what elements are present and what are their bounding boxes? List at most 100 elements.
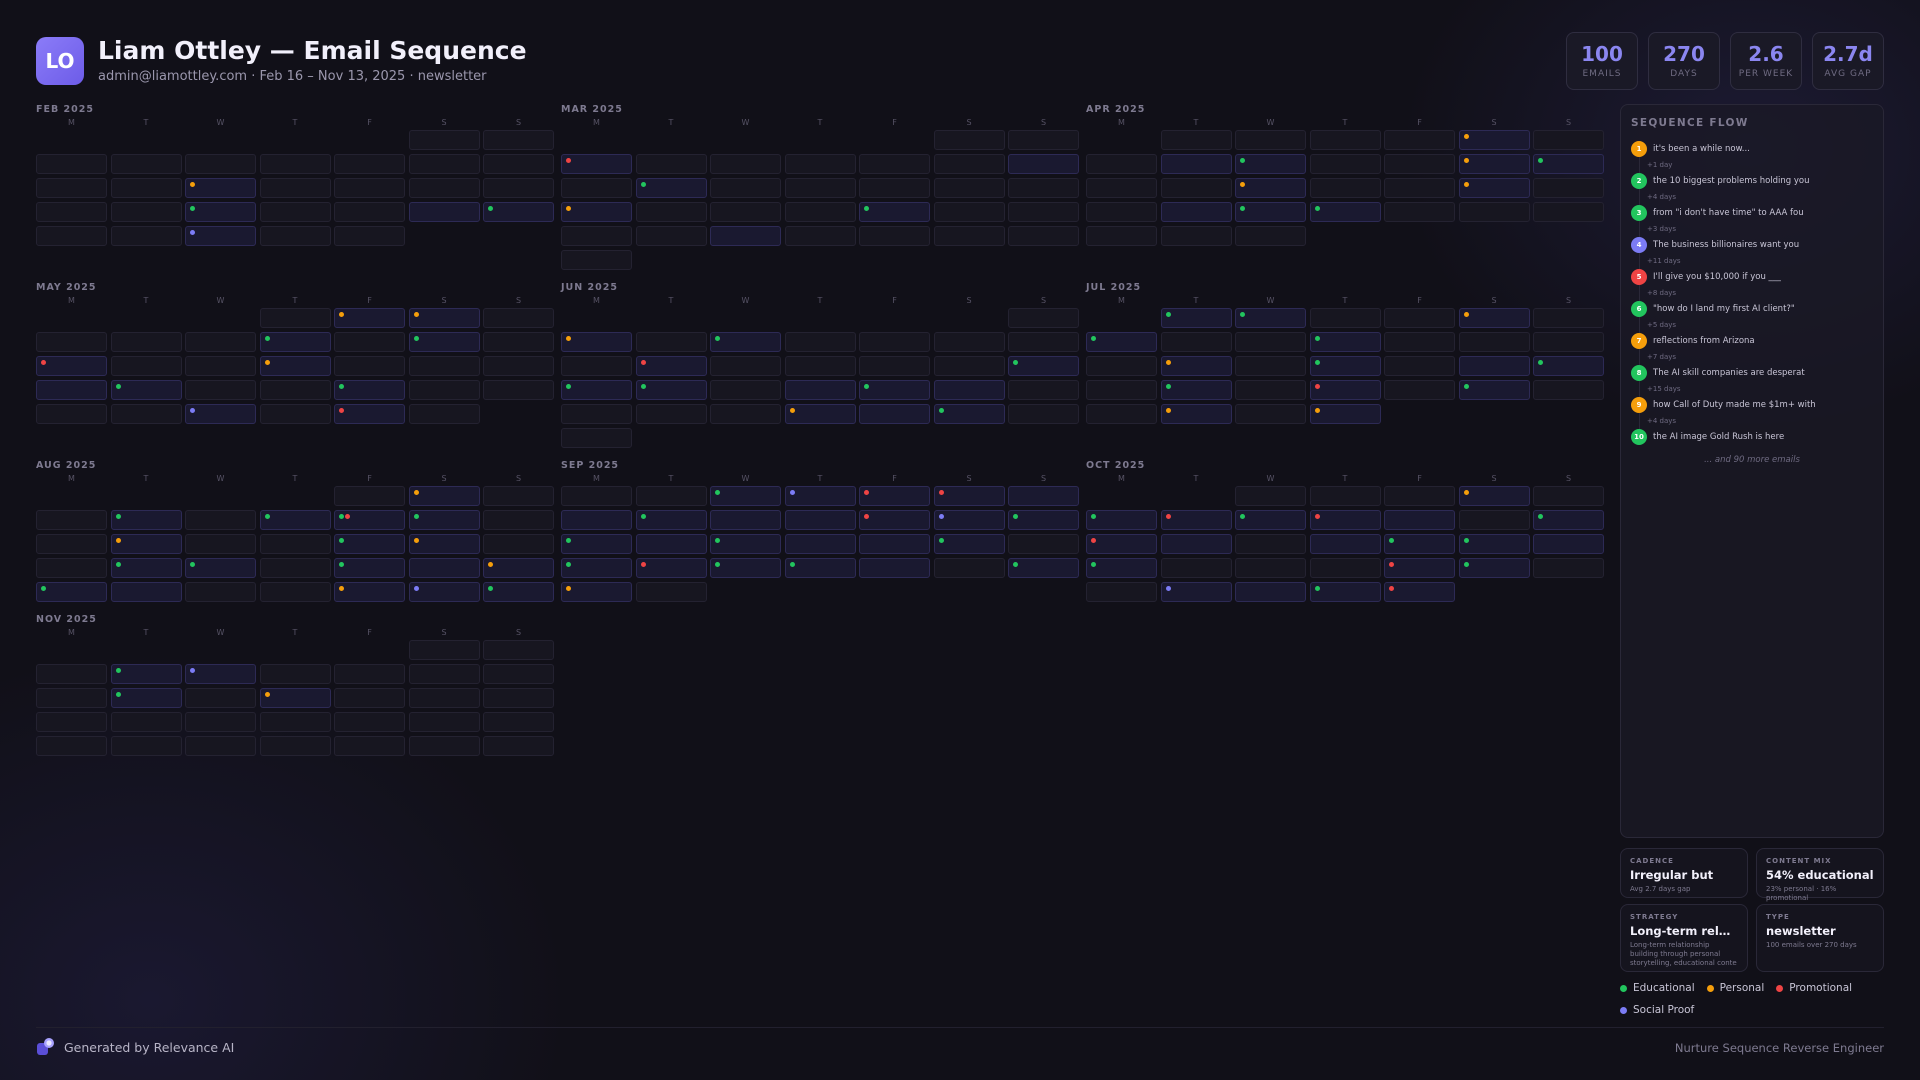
day-cell[interactable]	[1008, 202, 1079, 222]
day-cell[interactable]	[859, 332, 930, 352]
day-cell[interactable]	[1160, 154, 1232, 174]
day-cell[interactable]	[1235, 154, 1306, 174]
day-cell[interactable]	[933, 356, 1005, 376]
day-cell[interactable]	[1086, 582, 1157, 602]
day-cell[interactable]	[1384, 130, 1455, 150]
day-cell[interactable]	[1533, 558, 1604, 578]
day-cell[interactable]	[933, 404, 1005, 424]
day-cell[interactable]	[36, 332, 107, 352]
day-cell[interactable]	[36, 688, 107, 708]
day-cell[interactable]	[784, 534, 856, 554]
day-cell[interactable]	[185, 202, 256, 222]
day-cell[interactable]	[1235, 226, 1306, 246]
day-cell[interactable]	[483, 130, 554, 150]
day-cell[interactable]	[1160, 534, 1232, 554]
day-cell[interactable]	[36, 226, 107, 246]
day-cell[interactable]	[933, 534, 1005, 554]
day-cell[interactable]	[635, 582, 707, 602]
day-cell[interactable]	[110, 332, 182, 352]
day-cell[interactable]	[1008, 380, 1079, 400]
day-cell[interactable]	[1008, 558, 1079, 578]
day-cell[interactable]	[1533, 154, 1604, 174]
day-cell[interactable]	[1309, 308, 1381, 328]
day-cell[interactable]	[859, 486, 930, 506]
day-cell[interactable]	[1235, 308, 1306, 328]
day-cell[interactable]	[1309, 202, 1381, 222]
day-cell[interactable]	[1458, 308, 1530, 328]
day-cell[interactable]	[334, 332, 405, 352]
day-cell[interactable]	[1160, 380, 1232, 400]
day-cell[interactable]	[1008, 534, 1079, 554]
day-cell[interactable]	[1533, 356, 1604, 376]
day-cell[interactable]	[859, 404, 930, 424]
day-cell[interactable]	[36, 178, 107, 198]
day-cell[interactable]	[635, 356, 707, 376]
day-cell[interactable]	[185, 380, 256, 400]
day-cell[interactable]	[1533, 178, 1604, 198]
day-cell[interactable]	[1533, 486, 1604, 506]
day-cell[interactable]	[334, 534, 405, 554]
day-cell[interactable]	[483, 664, 554, 684]
day-cell[interactable]	[1458, 154, 1530, 174]
day-cell[interactable]	[1458, 380, 1530, 400]
day-cell[interactable]	[483, 582, 554, 602]
day-cell[interactable]	[933, 510, 1005, 530]
day-cell[interactable]	[1384, 582, 1455, 602]
day-cell[interactable]	[1384, 154, 1455, 174]
day-cell[interactable]	[1235, 202, 1306, 222]
day-cell[interactable]	[1086, 510, 1157, 530]
day-cell[interactable]	[36, 380, 107, 400]
day-cell[interactable]	[334, 154, 405, 174]
day-cell[interactable]	[259, 712, 331, 732]
day-cell[interactable]	[635, 380, 707, 400]
day-cell[interactable]	[185, 154, 256, 174]
day-cell[interactable]	[185, 712, 256, 732]
day-cell[interactable]	[334, 202, 405, 222]
day-cell[interactable]	[334, 664, 405, 684]
day-cell[interactable]	[561, 486, 632, 506]
day-cell[interactable]	[334, 178, 405, 198]
day-cell[interactable]	[483, 486, 554, 506]
day-cell[interactable]	[483, 356, 554, 376]
day-cell[interactable]	[635, 154, 707, 174]
day-cell[interactable]	[408, 486, 480, 506]
day-cell[interactable]	[259, 178, 331, 198]
day-cell[interactable]	[483, 688, 554, 708]
day-cell[interactable]	[483, 178, 554, 198]
day-cell[interactable]	[185, 510, 256, 530]
day-cell[interactable]	[1309, 178, 1381, 198]
day-cell[interactable]	[334, 582, 405, 602]
day-cell[interactable]	[859, 356, 930, 376]
day-cell[interactable]	[185, 534, 256, 554]
day-cell[interactable]	[185, 736, 256, 756]
day-cell[interactable]	[561, 534, 632, 554]
day-cell[interactable]	[635, 332, 707, 352]
day-cell[interactable]	[784, 202, 856, 222]
day-cell[interactable]	[1458, 202, 1530, 222]
day-cell[interactable]	[483, 712, 554, 732]
day-cell[interactable]	[110, 510, 182, 530]
day-cell[interactable]	[1008, 510, 1079, 530]
day-cell[interactable]	[408, 688, 480, 708]
day-cell[interactable]	[933, 154, 1005, 174]
day-cell[interactable]	[1533, 202, 1604, 222]
day-cell[interactable]	[1309, 154, 1381, 174]
day-cell[interactable]	[110, 558, 182, 578]
day-cell[interactable]	[1384, 486, 1455, 506]
flow-email-item[interactable]: 3 from "i don't have time" to AAA fou	[1631, 205, 1873, 221]
day-cell[interactable]	[561, 428, 632, 448]
day-cell[interactable]	[110, 226, 182, 246]
day-cell[interactable]	[408, 510, 480, 530]
day-cell[interactable]	[1309, 534, 1381, 554]
day-cell[interactable]	[784, 178, 856, 198]
day-cell[interactable]	[1160, 202, 1232, 222]
day-cell[interactable]	[859, 226, 930, 246]
day-cell[interactable]	[1458, 356, 1530, 376]
day-cell[interactable]	[635, 558, 707, 578]
day-cell[interactable]	[110, 688, 182, 708]
day-cell[interactable]	[483, 736, 554, 756]
day-cell[interactable]	[1533, 534, 1604, 554]
day-cell[interactable]	[1008, 356, 1079, 376]
day-cell[interactable]	[933, 486, 1005, 506]
day-cell[interactable]	[1160, 558, 1232, 578]
